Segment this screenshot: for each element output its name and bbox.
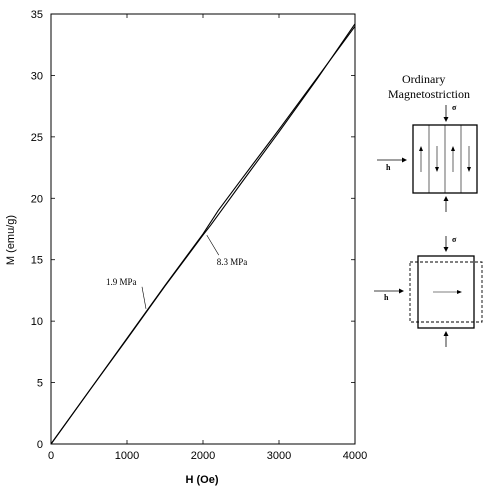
y-tick-label: 20 xyxy=(31,193,43,205)
y-tick-label: 15 xyxy=(31,255,43,267)
y-tick-label: 25 xyxy=(31,132,43,144)
annotation-leader-2 xyxy=(206,234,220,256)
x-tick-label: 1000 xyxy=(115,450,139,462)
domain-arrow-4-head xyxy=(467,167,471,172)
y-tick-label: 10 xyxy=(31,316,43,328)
annotation-layer: 1.9 MPa 8.3 MPa xyxy=(106,234,248,309)
x-tick-label: 4000 xyxy=(343,450,367,462)
panel-title-line2: Magnetostriction xyxy=(388,87,470,101)
stress-arrow-bottom-2-head xyxy=(443,331,449,336)
y-axis-label: M (emu/g) xyxy=(5,215,17,265)
field-arrow-top-head xyxy=(402,157,407,163)
y-tick-label: 35 xyxy=(31,9,43,21)
x-tick-label: 0 xyxy=(48,450,54,462)
y-tick-label: 5 xyxy=(37,378,43,390)
h-label-bottom: h xyxy=(384,293,389,302)
magnetostriction-schematic: Ordinary Magnetostriction σ h xyxy=(374,72,483,347)
schematic-bottom: σ h xyxy=(374,235,483,347)
field-arrow-bottom-head xyxy=(399,288,404,294)
plot-frame xyxy=(50,13,356,445)
series-layer xyxy=(50,23,356,445)
domain-arrow-3-head xyxy=(451,146,455,151)
annotation-leader-1 xyxy=(141,286,147,309)
x-tick-label: 2000 xyxy=(191,450,215,462)
x-tick-label: 3000 xyxy=(267,450,291,462)
domain-box-solid xyxy=(417,255,475,329)
stress-arrow-top-head xyxy=(443,117,449,122)
stress-arrow-bottom-head xyxy=(443,196,449,201)
sigma-label-bottom: σ xyxy=(452,235,457,244)
y-tick-label: 0 xyxy=(37,439,43,451)
panel-title-line1: Ordinary xyxy=(402,72,445,86)
x-axis-label: H (Oe) xyxy=(186,474,219,486)
stress-arrow-top-2-head xyxy=(443,247,449,252)
domain-arrow-2-head xyxy=(435,167,439,172)
annotation-label-2: 8.3 MPa xyxy=(217,257,248,267)
magnetization-arrow-head xyxy=(457,290,462,294)
annotation-label-1: 1.9 MPa xyxy=(106,277,137,287)
y-tick-label: 30 xyxy=(31,70,43,82)
sigma-label-top: σ xyxy=(452,103,457,112)
axes: 0 1000 2000 3000 4000 0 5 10 15 20 25 30 35 xyxy=(31,9,367,462)
h-label-top: h xyxy=(386,163,391,172)
magnetization-chart: 0 1000 2000 3000 4000 0 5 10 15 20 25 30 35 1.9 MPa 8… xyxy=(5,9,367,486)
domain-arrow-1-head xyxy=(419,146,423,151)
series-line-2 xyxy=(50,23,356,445)
schematic-top: σ h xyxy=(377,103,478,212)
domain-box-dashed xyxy=(409,261,483,323)
